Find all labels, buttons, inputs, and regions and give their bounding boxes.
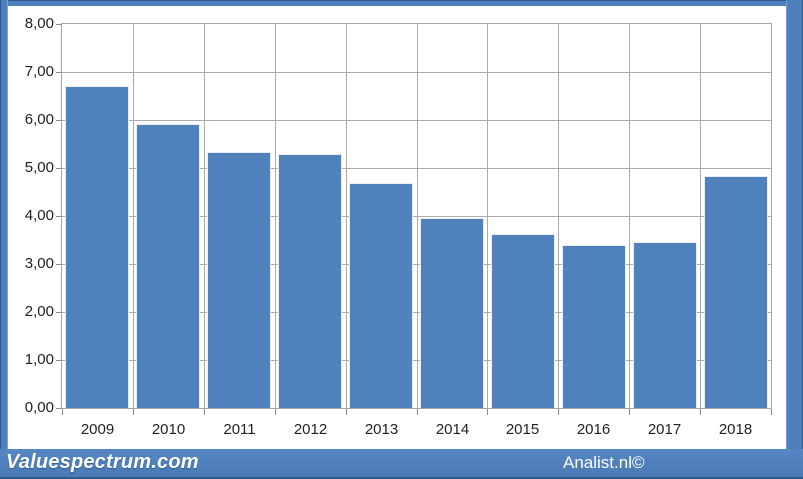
bar-2010 — [136, 124, 200, 408]
x-axis-tick — [417, 409, 418, 415]
x-tick-label: 2018 — [718, 421, 753, 438]
footer-bar: Valuespectrum.com Analist.nl© — [0, 449, 803, 479]
frame-border-left — [0, 0, 8, 479]
x-tick-label: 2012 — [293, 421, 328, 438]
bar-2018 — [704, 176, 768, 408]
y-axis-tick — [56, 168, 62, 169]
y-axis-tick — [56, 120, 62, 121]
x-axis-tick — [346, 409, 347, 415]
x-axis-tick — [487, 409, 488, 415]
y-axis-tick — [56, 216, 62, 217]
y-axis-tick — [56, 72, 62, 73]
x-axis-tick — [204, 409, 205, 415]
x-tick-label: 2011 — [223, 421, 256, 438]
x-tick-label: 2009 — [80, 421, 115, 438]
y-tick-label: 3,00 — [24, 255, 54, 272]
horizontal-gridline — [62, 360, 771, 361]
x-tick-label: 2017 — [647, 421, 682, 438]
y-tick-label: 5,00 — [24, 159, 54, 176]
y-axis-tick — [56, 360, 62, 361]
y-tick-label: 0,00 — [24, 399, 54, 416]
x-axis-tick — [629, 409, 630, 415]
bar-2014 — [420, 218, 484, 408]
x-tick-label: 2014 — [435, 421, 470, 438]
horizontal-gridline — [62, 72, 771, 73]
vertical-gridline — [133, 24, 134, 408]
y-tick-label: 2,00 — [24, 303, 54, 320]
valuespectrum-watermark: Valuespectrum.com — [6, 451, 199, 473]
y-tick-label: 1,00 — [24, 351, 54, 368]
horizontal-gridline — [62, 312, 771, 313]
vertical-gridline — [275, 24, 276, 408]
horizontal-gridline — [62, 216, 771, 217]
y-axis-tick — [56, 312, 62, 313]
x-axis-tick — [133, 409, 134, 415]
x-axis-tick — [558, 409, 559, 415]
vertical-gridline — [487, 24, 488, 408]
y-tick-label: 6,00 — [24, 111, 54, 128]
y-axis-tick — [56, 264, 62, 265]
horizontal-gridline — [62, 120, 771, 121]
analist-credit: Analist.nl© — [563, 453, 645, 472]
vertical-gridline — [629, 24, 630, 408]
vertical-gridline — [346, 24, 347, 408]
x-tick-label: 2010 — [151, 421, 186, 438]
bar-2011 — [207, 152, 271, 408]
x-tick-label: 2015 — [505, 421, 540, 438]
x-axis-tick — [62, 409, 63, 415]
bar-2015 — [491, 234, 555, 408]
bar-2016 — [562, 245, 626, 408]
x-tick-label: 2013 — [364, 421, 399, 438]
y-tick-label: 4,00 — [24, 207, 54, 224]
vertical-gridline — [700, 24, 701, 408]
horizontal-gridline — [62, 264, 771, 265]
x-axis-tick — [771, 409, 772, 415]
bar-2012 — [278, 154, 342, 408]
x-axis-tick — [700, 409, 701, 415]
bar-2009 — [65, 86, 129, 408]
y-tick-label: 7,00 — [24, 63, 54, 80]
bar-2017 — [633, 242, 697, 408]
x-tick-label: 2016 — [576, 421, 611, 438]
bar-2013 — [349, 183, 413, 408]
vertical-gridline — [417, 24, 418, 408]
y-tick-label: 8,00 — [24, 15, 54, 32]
vertical-gridline — [204, 24, 205, 408]
frame-border-top — [0, 0, 803, 6]
y-axis-tick — [56, 408, 62, 409]
frame-border-right — [786, 0, 803, 479]
horizontal-gridline — [62, 168, 771, 169]
y-axis-tick — [56, 24, 62, 25]
vertical-gridline — [558, 24, 559, 408]
x-axis-tick — [275, 409, 276, 415]
